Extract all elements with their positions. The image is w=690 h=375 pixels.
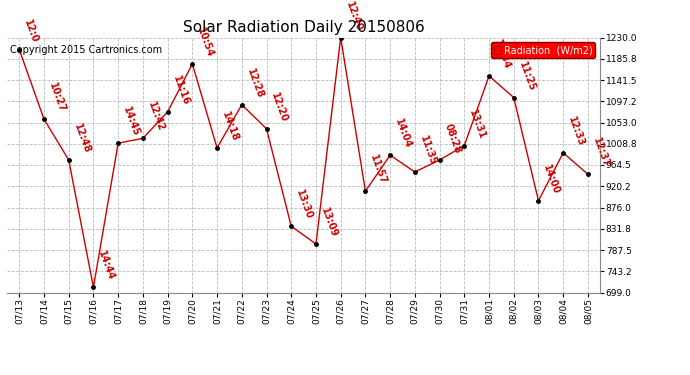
Text: 11:35: 11:35 (418, 134, 438, 167)
Text: 13:30: 13:30 (294, 189, 314, 221)
Text: 11:25: 11:25 (517, 60, 537, 92)
Text: 13:31: 13:31 (467, 108, 487, 141)
Text: 11:16: 11:16 (170, 74, 190, 107)
Text: 12:20: 12:20 (270, 91, 290, 124)
Text: 12:0: 12:0 (22, 18, 40, 44)
Title: Solar Radiation Daily 20150806: Solar Radiation Daily 20150806 (183, 20, 424, 35)
Text: 14:45: 14:45 (121, 105, 141, 138)
Text: 12:42: 12:42 (146, 101, 166, 133)
Text: 10:27: 10:27 (47, 81, 67, 114)
Text: 12:34: 12:34 (492, 38, 512, 71)
Text: Copyright 2015 Cartronics.com: Copyright 2015 Cartronics.com (10, 45, 162, 55)
Text: 14:44: 14:44 (97, 250, 117, 282)
Text: 08:28: 08:28 (442, 122, 462, 155)
Text: 14:00: 14:00 (542, 163, 562, 196)
Text: 11:57: 11:57 (368, 153, 388, 186)
Text: 10:54: 10:54 (195, 26, 215, 59)
Text: 14:18: 14:18 (220, 110, 240, 143)
Text: 12:48: 12:48 (72, 122, 92, 155)
Text: 14:04: 14:04 (393, 117, 413, 150)
Text: 12:33: 12:33 (566, 115, 586, 148)
Text: 12:28: 12:28 (245, 67, 265, 100)
Text: 12:40: 12:40 (344, 0, 364, 32)
Text: 13:09: 13:09 (319, 206, 339, 239)
Text: 12:37: 12:37 (591, 137, 611, 169)
Legend: Radiation  (W/m2): Radiation (W/m2) (491, 42, 595, 58)
